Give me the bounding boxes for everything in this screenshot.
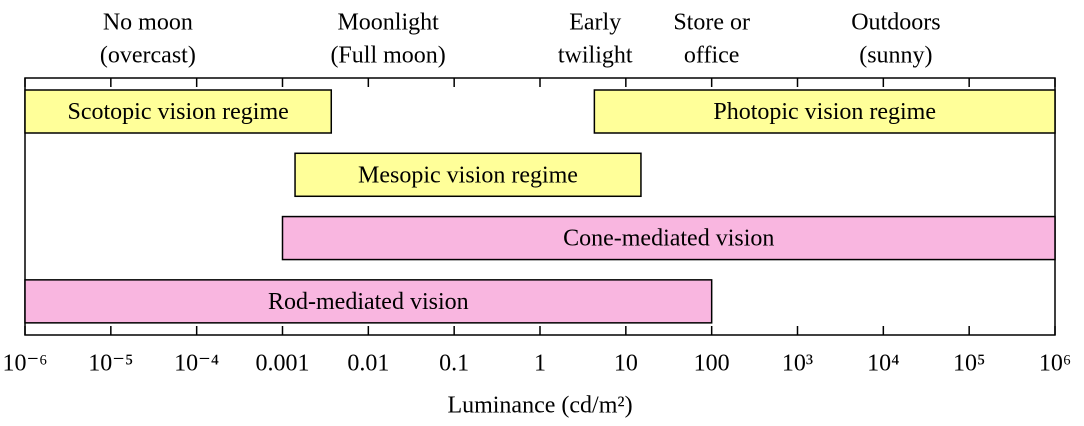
x-tick-label: 10³ bbox=[782, 351, 813, 377]
x-tick-label: 0.1 bbox=[439, 351, 469, 377]
bar-label: Rod-mediated vision bbox=[268, 289, 469, 315]
annotation: (overcast) bbox=[100, 43, 196, 69]
annotation: office bbox=[684, 43, 740, 69]
bar-label: Cone-mediated vision bbox=[563, 226, 774, 252]
annotation: (Full moon) bbox=[330, 43, 445, 69]
x-tick-label: 10⁶ bbox=[1039, 351, 1071, 377]
bar-label: Mesopic vision regime bbox=[358, 162, 578, 188]
x-tick-label: 10⁻⁵ bbox=[88, 351, 133, 377]
range-bar bbox=[294, 152, 642, 198]
bar-label: Scotopic vision regime bbox=[67, 99, 288, 125]
x-tick-label: 0.01 bbox=[347, 351, 389, 377]
range-bar bbox=[24, 279, 713, 324]
annotation: (sunny) bbox=[859, 43, 932, 69]
annotation: Early bbox=[569, 10, 621, 36]
range-bar bbox=[24, 89, 333, 134]
x-tick-label: 10⁴ bbox=[867, 351, 899, 377]
x-tick-label: 100 bbox=[694, 351, 730, 377]
range-bar bbox=[281, 215, 1056, 261]
annotation: twilight bbox=[558, 43, 633, 69]
x-tick-label: 10⁻⁶ bbox=[2, 351, 47, 377]
annotation: No moon bbox=[103, 10, 193, 36]
x-tick-label: 1 bbox=[534, 351, 546, 377]
x-tick-label: 10⁻⁴ bbox=[174, 351, 219, 377]
annotation: Moonlight bbox=[337, 10, 439, 36]
annotation: Outdoors bbox=[851, 10, 940, 36]
x-axis-label: Luminance (cd/m²) bbox=[447, 393, 632, 419]
x-tick-label: 10 bbox=[614, 351, 638, 377]
range-bar bbox=[593, 89, 1056, 134]
x-tick-label: 10⁵ bbox=[953, 351, 985, 377]
annotation: Store or bbox=[673, 10, 750, 36]
bar-label: Photopic vision regime bbox=[713, 99, 936, 125]
x-tick-label: 0.001 bbox=[256, 351, 310, 377]
